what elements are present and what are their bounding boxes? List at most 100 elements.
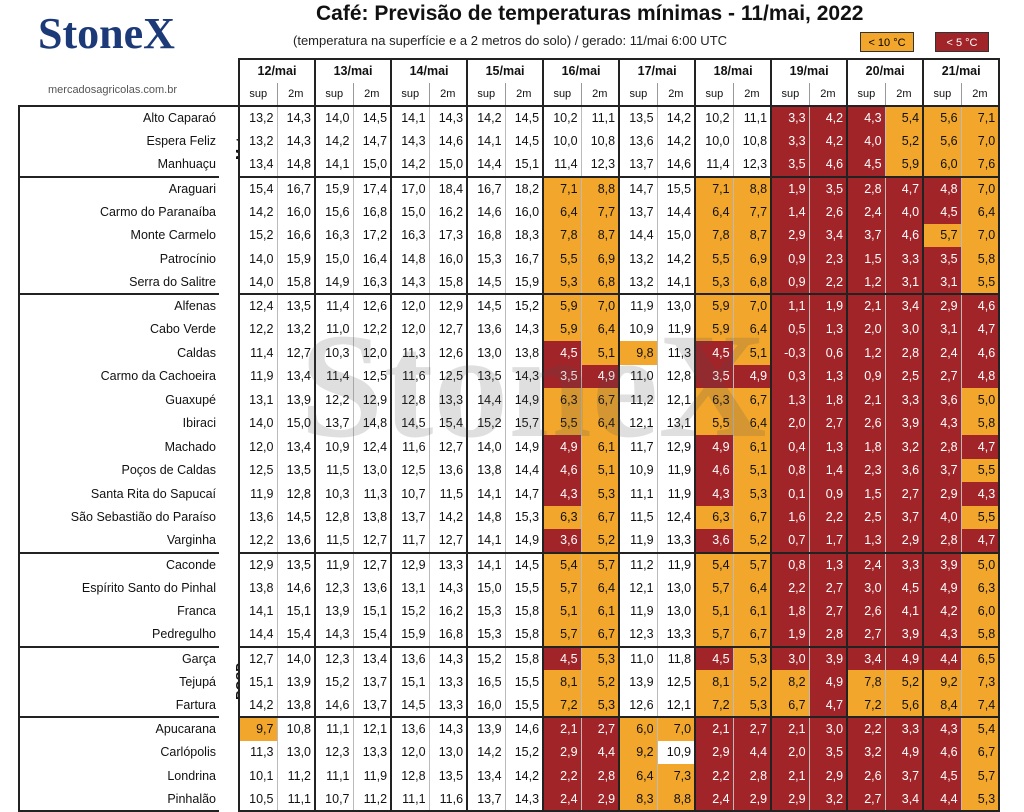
temp-cell: 15,2 — [504, 294, 544, 318]
temp-cell: 14,8 — [466, 505, 506, 529]
city-name: Manhuaçu — [18, 153, 219, 178]
temp-cell: 4,5 — [922, 764, 962, 788]
temp-cell: 14,7 — [352, 129, 392, 153]
temp-cell: 16,5 — [466, 670, 506, 694]
temp-cell: 5,2 — [580, 529, 620, 554]
temp-cell: 14,2 — [238, 693, 277, 718]
temp-cell: 10,9 — [314, 435, 354, 459]
sub-header: 2m — [732, 82, 772, 107]
temp-cell: 2,9 — [922, 482, 962, 506]
temp-cell: 11,9 — [656, 317, 696, 341]
temp-cell: 5,4 — [960, 717, 1001, 741]
temp-cell: 14,6 — [466, 200, 506, 224]
temp-cell: 5,9 — [694, 317, 734, 341]
temp-cell: 6,1 — [732, 435, 772, 459]
temp-cell: 14,6 — [656, 153, 696, 178]
temp-cell: 5,3 — [580, 693, 620, 718]
temp-cell: 5,5 — [960, 458, 1001, 482]
temp-cell: 6,4 — [732, 411, 772, 435]
temp-cell: 11,7 — [618, 435, 658, 459]
sub-header: sup — [618, 82, 658, 107]
sub-header: 2m — [960, 82, 1001, 107]
temp-cell: 5,3 — [580, 646, 620, 670]
temp-cell: 8,8 — [732, 176, 772, 200]
city-name: Apucarana — [18, 717, 219, 741]
temp-cell: 11,6 — [428, 787, 468, 812]
temp-cell: 1,4 — [770, 200, 810, 224]
temp-cell: 11,9 — [656, 482, 696, 506]
temp-cell: 12,0 — [238, 435, 277, 459]
temp-cell: 5,7 — [542, 576, 582, 600]
temp-cell: 14,8 — [276, 153, 316, 178]
temp-cell: 12,6 — [618, 693, 658, 718]
temp-cell: 16,0 — [428, 247, 468, 271]
temp-cell: 11,9 — [314, 552, 354, 576]
temp-cell: 10,3 — [314, 482, 354, 506]
temp-cell: 4,9 — [922, 576, 962, 600]
temp-cell: 1,9 — [808, 294, 848, 318]
temp-cell: 3,7 — [846, 223, 886, 247]
temp-cell: 3,4 — [884, 294, 924, 318]
temp-cell: 14,8 — [390, 247, 430, 271]
table-row: Pedregulho 14,4 15,4 14,3 15,4 15,9 16,8 15,3 15… — [18, 623, 1001, 648]
temp-cell: 6,4 — [580, 411, 620, 435]
temp-cell: 14,5 — [466, 270, 506, 295]
temp-cell: 11,2 — [276, 764, 316, 788]
temp-cell: 4,7 — [960, 529, 1001, 554]
temp-cell: 10,8 — [732, 129, 772, 153]
sub-header: sup — [466, 82, 506, 107]
temp-cell: 14,6 — [314, 693, 354, 718]
temp-cell: 5,7 — [694, 576, 734, 600]
temp-cell: 4,6 — [960, 294, 1001, 318]
temp-cell: 15,0 — [656, 223, 696, 247]
temp-cell: 13,6 — [276, 529, 316, 554]
temp-cell: 16,0 — [504, 200, 544, 224]
temp-cell: 13,9 — [276, 670, 316, 694]
sub-header: sup — [238, 82, 277, 107]
temp-cell: 4,4 — [580, 740, 620, 764]
temp-cell: 18,3 — [504, 223, 544, 247]
temp-cell: 12,2 — [238, 529, 277, 554]
temp-cell: 12,5 — [352, 364, 392, 388]
date-header: 19/mai — [770, 58, 848, 83]
table-row: Caldas 11,4 12,7 10,3 12,0 11,3 12,6 13,0 13,8 4,… — [18, 341, 1001, 365]
temp-cell: 5,4 — [542, 552, 582, 576]
temp-cell: 5,8 — [960, 247, 1001, 271]
table-row: Londrina 10,1 11,2 11,1 11,9 12,8 13,5 13,4 14,2… — [18, 764, 1001, 788]
temp-cell: 18,4 — [428, 176, 468, 200]
temp-cell: 5,7 — [542, 623, 582, 648]
temp-cell: 2,9 — [694, 740, 734, 764]
temp-cell: 2,8 — [922, 529, 962, 554]
temp-cell: 16,0 — [466, 693, 506, 718]
temp-cell: 5,3 — [732, 646, 772, 670]
temp-cell: 15,8 — [504, 599, 544, 623]
city-name: São Sebastião do Paraíso — [18, 505, 219, 529]
temp-cell: 16,3 — [390, 223, 430, 247]
temp-cell: 15,4 — [238, 176, 277, 200]
temp-cell: 13,5 — [428, 764, 468, 788]
temp-cell: 2,4 — [846, 200, 886, 224]
temp-cell: 3,9 — [884, 411, 924, 435]
temp-cell: 3,2 — [884, 435, 924, 459]
temp-cell: 5,3 — [694, 270, 734, 295]
temp-cell: 13,2 — [276, 317, 316, 341]
temp-cell: 10,0 — [694, 129, 734, 153]
temp-cell: 17,4 — [352, 176, 392, 200]
temp-cell: 1,8 — [770, 599, 810, 623]
temp-cell: 5,2 — [732, 670, 772, 694]
temp-cell: 5,7 — [732, 552, 772, 576]
city-name: Guaxupé — [18, 388, 219, 412]
city-name: Varginha — [18, 529, 219, 554]
temp-cell: 5,1 — [732, 341, 772, 365]
temp-cell: 15,2 — [390, 599, 430, 623]
temp-cell: 5,6 — [884, 693, 924, 718]
temp-cell: 2,6 — [846, 764, 886, 788]
temp-cell: 12,5 — [656, 670, 696, 694]
temp-cell: 15,0 — [428, 153, 468, 178]
temp-cell: 12,5 — [428, 364, 468, 388]
temp-cell: 13,6 — [466, 317, 506, 341]
temp-cell: 4,0 — [922, 505, 962, 529]
temp-cell: 2,9 — [922, 294, 962, 318]
temp-cell: 1,9 — [770, 623, 810, 648]
temp-cell: 6,8 — [732, 270, 772, 295]
